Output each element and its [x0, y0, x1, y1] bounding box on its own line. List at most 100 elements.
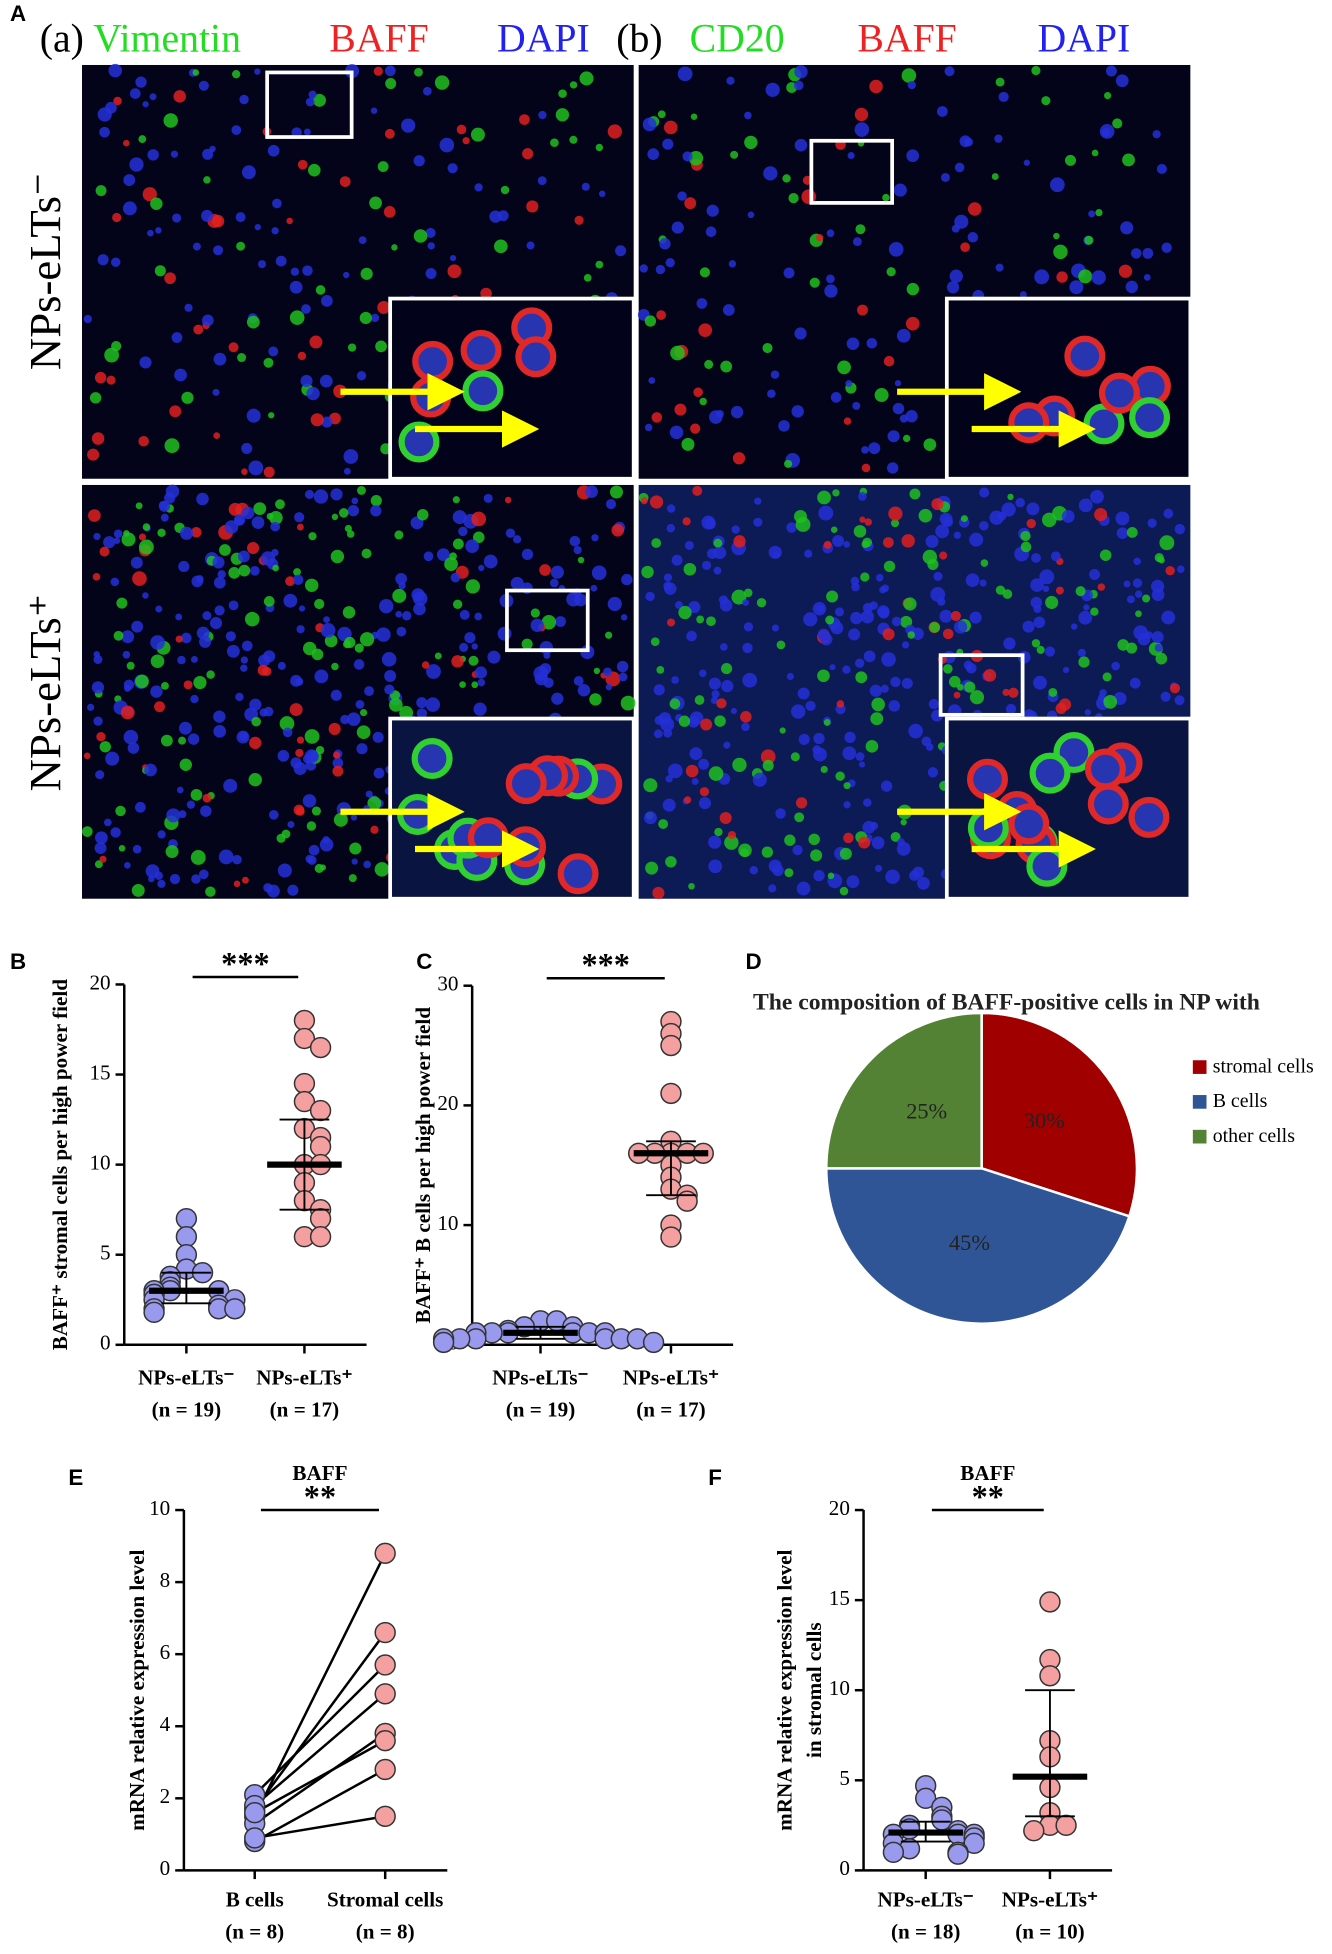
- y-tick-label: 10: [89, 1150, 110, 1174]
- y-tick-label: 0: [160, 1856, 171, 1880]
- cell: [847, 152, 855, 160]
- cell: [131, 883, 145, 897]
- cell: [1105, 65, 1117, 77]
- cell: [370, 313, 380, 323]
- cell: [605, 498, 617, 510]
- cell: [979, 487, 990, 498]
- point: [143, 1301, 165, 1324]
- cell: [643, 811, 657, 825]
- cell: [890, 519, 900, 528]
- cell: [177, 655, 186, 665]
- cell: [742, 642, 753, 654]
- cell: [384, 684, 395, 695]
- cell: [198, 869, 209, 880]
- cell: [313, 489, 329, 504]
- cell: [826, 274, 835, 284]
- cell: [839, 886, 849, 896]
- cell: [522, 148, 534, 160]
- cell: [399, 705, 414, 720]
- cell: [217, 570, 226, 579]
- cell: [1033, 604, 1042, 614]
- cell: [306, 821, 317, 831]
- cell: [722, 304, 735, 316]
- cell: [591, 565, 607, 581]
- cell: [939, 512, 953, 526]
- cell: [667, 763, 683, 779]
- point: [309, 1135, 332, 1158]
- cell: [303, 753, 314, 764]
- cell: [618, 672, 628, 682]
- cell: [555, 108, 570, 122]
- cell: [710, 696, 718, 704]
- cell: [289, 280, 303, 294]
- x-tick-label: NPs-eLTs⁺: [1002, 1887, 1098, 1911]
- pie-slice: [825, 1167, 1131, 1325]
- cell: [123, 530, 130, 537]
- cell: [620, 695, 636, 711]
- cell: [903, 597, 917, 611]
- cell: [521, 548, 534, 561]
- cell: [263, 357, 274, 368]
- cell: [995, 77, 1005, 87]
- cell: [260, 551, 276, 566]
- cell: [665, 775, 673, 783]
- cell: [270, 521, 281, 532]
- cell: [810, 849, 823, 862]
- cell: [293, 804, 305, 816]
- cell: [901, 641, 910, 649]
- cell: [901, 534, 915, 548]
- cell: [705, 226, 717, 237]
- cell: [372, 731, 384, 743]
- cell: [844, 731, 856, 744]
- cell: [797, 687, 810, 700]
- pair-line: [253, 1631, 387, 1810]
- stain-label: BAFF: [857, 17, 956, 61]
- inset-cell: [1029, 752, 1071, 794]
- cell: [130, 556, 143, 569]
- cell: [649, 495, 664, 509]
- cell: [1048, 687, 1058, 697]
- cell: [272, 198, 282, 209]
- cell: [796, 881, 811, 896]
- cell: [88, 509, 101, 522]
- cell: [426, 664, 441, 679]
- cell: [1176, 565, 1185, 573]
- cell: [105, 751, 120, 766]
- cell: [1064, 154, 1076, 166]
- cell: [950, 610, 961, 622]
- cell: [169, 873, 181, 885]
- panel-label: D: [746, 949, 762, 974]
- cell: [296, 625, 305, 634]
- cell: [314, 669, 329, 684]
- cell: [1075, 586, 1086, 597]
- cell: [944, 66, 955, 77]
- cell: [179, 758, 192, 771]
- cell: [289, 310, 305, 325]
- cell: [116, 597, 128, 609]
- panel-label: F: [708, 1465, 722, 1490]
- cell: [883, 560, 896, 573]
- cell: [456, 124, 467, 135]
- cell: [949, 269, 963, 283]
- cell: [650, 637, 660, 647]
- cell: [1104, 92, 1112, 100]
- micrograph: [637, 64, 1193, 481]
- cell: [671, 554, 683, 566]
- cell: [744, 111, 752, 120]
- cell: [160, 734, 173, 747]
- cell: [202, 148, 214, 160]
- cell: [702, 560, 712, 570]
- cell: [451, 655, 464, 668]
- cell: [1161, 242, 1172, 253]
- cell: [196, 626, 210, 640]
- cell: [105, 101, 117, 114]
- cell: [213, 576, 226, 589]
- cell: [206, 670, 215, 679]
- cell: [842, 746, 857, 761]
- cell: [921, 736, 932, 747]
- cell: [246, 408, 261, 423]
- cell: [122, 201, 137, 216]
- cell: [684, 197, 697, 210]
- cell: [308, 844, 320, 856]
- cell: [1050, 551, 1061, 562]
